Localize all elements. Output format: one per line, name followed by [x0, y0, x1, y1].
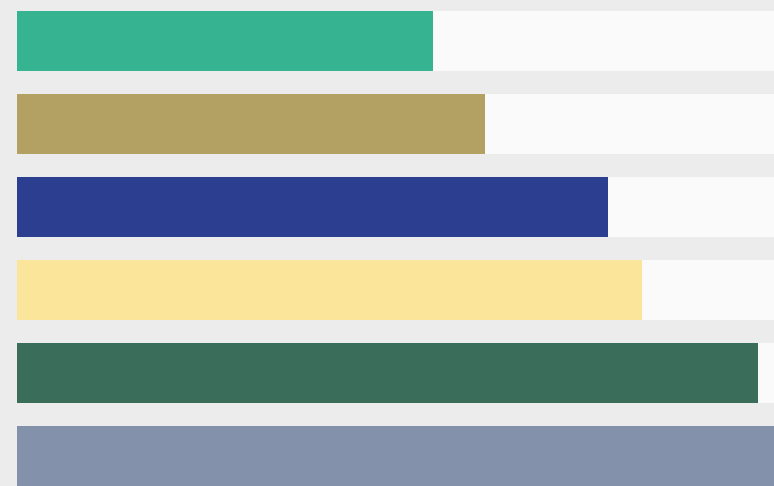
bar-track-1: [17, 11, 774, 71]
bar-5: [17, 343, 758, 403]
bar-track-6: [17, 426, 774, 486]
bar-track-5: [17, 343, 774, 403]
bar-4: [17, 260, 642, 320]
bar-2: [17, 94, 485, 154]
bar-track-4: [17, 260, 774, 320]
bar-1: [17, 11, 433, 71]
bar-track-3: [17, 177, 774, 237]
bar-track-2: [17, 94, 774, 154]
bar-3: [17, 177, 608, 237]
bar-6: [17, 426, 774, 486]
